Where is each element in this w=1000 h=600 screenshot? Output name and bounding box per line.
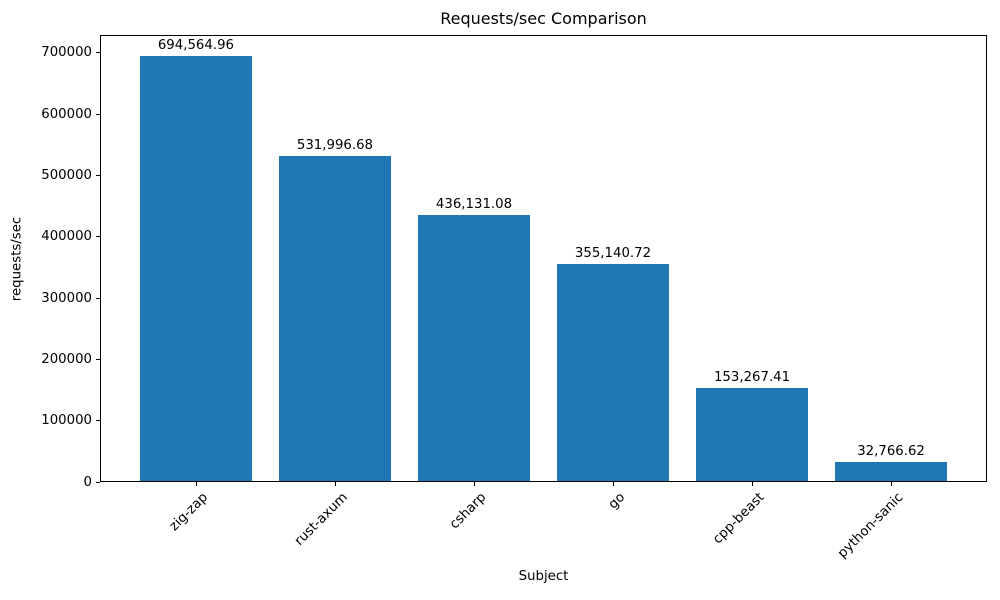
bar-csharp — [418, 214, 530, 481]
x-tick-label: csharp — [447, 490, 490, 533]
bar-value-label: 436,131.08 — [435, 196, 513, 212]
x-tick-label: cpp-beast — [710, 490, 768, 548]
x-axis-label: Subject — [518, 569, 569, 584]
y-tick-label: 100000 — [41, 413, 92, 429]
y-tick-label: 700000 — [41, 45, 92, 61]
y-tick — [96, 481, 100, 483]
bar-rust-axum — [279, 155, 391, 481]
y-tick-label: 600000 — [41, 106, 92, 122]
bar-value-label: 355,140.72 — [574, 246, 652, 262]
y-tick — [96, 52, 100, 54]
x-tick-label: go — [606, 490, 629, 513]
y-tick-label: 400000 — [41, 229, 92, 245]
y-tick-label: 500000 — [41, 168, 92, 184]
y-tick — [96, 113, 100, 115]
y-tick — [96, 358, 100, 360]
x-tick-label: rust-axum — [291, 490, 351, 549]
x-tick — [334, 482, 336, 486]
x-tick — [473, 482, 475, 486]
bar-value-label: 694,564.96 — [157, 38, 234, 54]
x-tick — [891, 482, 893, 486]
y-tick-label: 0 — [83, 474, 92, 490]
x-tick — [613, 482, 614, 486]
bar-value-label: 531,996.68 — [296, 137, 374, 153]
bar-go — [557, 264, 669, 481]
x-tick — [195, 482, 197, 486]
x-tick — [752, 482, 754, 486]
y-tick — [96, 297, 100, 299]
x-tick-label: python-sanic — [835, 490, 907, 562]
y-tick — [96, 175, 100, 177]
y-tick — [96, 236, 100, 238]
bar-cpp-beast — [696, 388, 808, 481]
y-tick-label: 200000 — [41, 351, 92, 367]
bar-value-label: 32,766.62 — [857, 443, 925, 459]
y-axis-label: requests/sec — [9, 216, 25, 302]
y-tick — [96, 420, 100, 422]
chart-title: Requests/sec Comparison — [440, 9, 647, 28]
x-tick-label: zig-zap — [167, 490, 212, 535]
bar-python-sanic — [835, 461, 947, 481]
bar-zig-zap — [140, 56, 252, 481]
bar-value-label: 153,267.41 — [713, 370, 791, 386]
y-tick-label: 300000 — [41, 290, 92, 306]
